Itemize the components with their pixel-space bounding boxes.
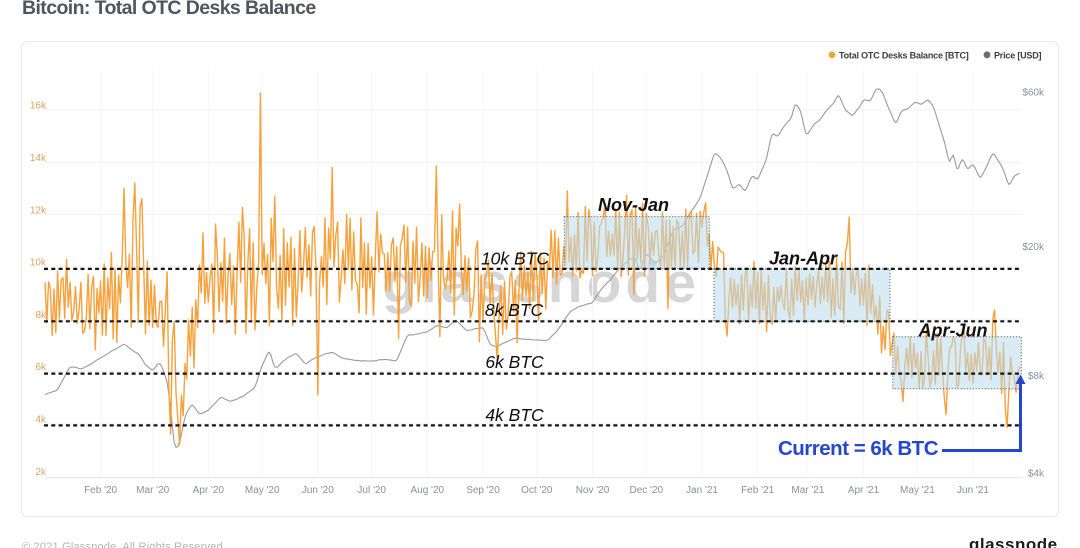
svg-text:Sep '20: Sep '20	[466, 485, 500, 496]
svg-text:Jan-Apr: Jan-Apr	[769, 248, 838, 268]
svg-text:Jun '20: Jun '20	[302, 485, 334, 496]
svg-text:10k BTC: 10k BTC	[481, 249, 549, 269]
svg-text:Dec '20: Dec '20	[630, 485, 664, 496]
svg-text:Aug '20: Aug '20	[410, 485, 444, 496]
svg-text:Apr-Jun: Apr-Jun	[918, 321, 988, 341]
svg-text:8k: 8k	[35, 310, 47, 321]
svg-text:14k: 14k	[30, 153, 47, 164]
svg-text:Jan '21: Jan '21	[686, 485, 718, 496]
svg-text:$4k: $4k	[1028, 469, 1045, 480]
svg-text:12k: 12k	[30, 205, 47, 216]
svg-text:4k BTC: 4k BTC	[485, 405, 544, 425]
svg-text:2k: 2k	[35, 467, 47, 478]
svg-text:Nov-Jan: Nov-Jan	[598, 195, 669, 215]
svg-text:$8k: $8k	[1028, 371, 1045, 382]
svg-text:Feb '21: Feb '21	[741, 485, 774, 496]
svg-text:May '21: May '21	[900, 485, 935, 496]
svg-text:Current = 6k BTC: Current = 6k BTC	[778, 437, 939, 460]
svg-text:$60k: $60k	[1022, 87, 1045, 98]
svg-text:Jul '20: Jul '20	[357, 485, 386, 496]
svg-text:Mar '21: Mar '21	[791, 485, 824, 496]
svg-text:6k BTC: 6k BTC	[485, 352, 544, 372]
svg-text:8k BTC: 8k BTC	[485, 300, 544, 320]
svg-text:Oct '20: Oct '20	[521, 485, 553, 496]
svg-text:16k: 16k	[30, 101, 47, 112]
svg-text:$20k: $20k	[1022, 242, 1045, 253]
svg-text:4k: 4k	[35, 415, 47, 426]
svg-text:Apr '20: Apr '20	[193, 485, 225, 496]
svg-text:Feb '20: Feb '20	[84, 485, 117, 496]
svg-text:6k: 6k	[35, 362, 47, 373]
svg-text:Nov '20: Nov '20	[576, 485, 610, 496]
svg-text:10k: 10k	[30, 258, 47, 269]
svg-text:Price [USD]: Price [USD]	[994, 50, 1042, 60]
svg-text:Apr '21: Apr '21	[848, 485, 880, 496]
svg-text:Mar '20: Mar '20	[136, 485, 169, 496]
svg-text:Jun '21: Jun '21	[957, 485, 989, 496]
svg-text:May '20: May '20	[245, 485, 280, 496]
svg-text:Total OTC Desks Balance [BTC]: Total OTC Desks Balance [BTC]	[839, 50, 969, 60]
